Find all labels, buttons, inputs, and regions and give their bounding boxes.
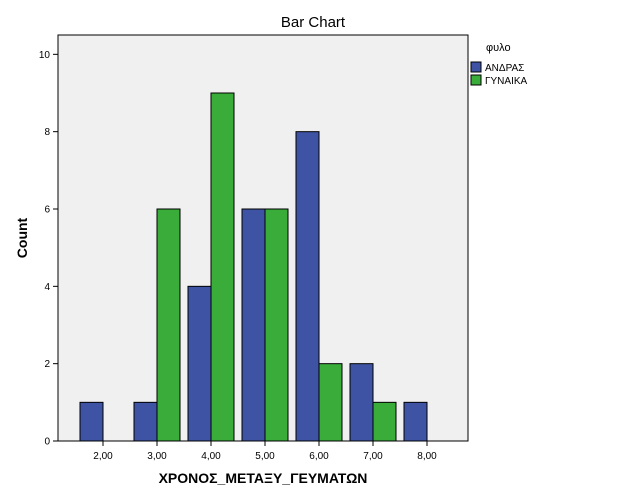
x-tick-label: 8,00 [417,451,437,462]
bar-ΑΝΔΡΑΣ-4,00 [187,285,212,442]
y-tick-label: 4 [44,282,50,293]
y-tick-label: 6 [44,205,50,216]
x-axis: 2,00 3,00 4,00 5,00 6,00 7,00 8,00 [93,441,437,462]
bar-ΑΝΔΡΑΣ-5,00 [241,208,266,442]
bar-ΑΝΔΡΑΣ-8,00 [403,401,428,442]
y-tick-label: 8 [44,127,50,138]
y-tick-label: 0 [44,437,50,448]
bar-ΓΥΝΑΙΚΑ-3,00 [156,208,181,442]
bar-ΑΝΔΡΑΣ-3,00 [133,401,158,442]
legend-title: φυλο [486,42,511,54]
y-axis: 0 2 4 6 8 10 [39,50,58,448]
legend: φυλο ΑΝΔΡΑΣ ΓΥΝΑΙΚΑ [470,42,528,87]
y-tick-label: 10 [39,50,51,61]
x-tick-label: 5,00 [255,451,275,462]
bars [79,92,428,442]
bar-ΓΥΝΑΙΚΑ-7,00 [372,401,397,442]
legend-swatch [470,61,482,73]
legend-swatch [470,74,482,86]
bar-ΑΝΔΡΑΣ-7,00 [349,363,374,442]
bar-ΑΝΔΡΑΣ-2,00 [79,401,104,442]
x-tick-label: 2,00 [93,451,113,462]
chart-title: Bar Chart [281,14,346,31]
y-tick-label: 2 [44,359,50,370]
bar-ΑΝΔΡΑΣ-6,00 [295,131,320,442]
x-tick-label: 4,00 [201,451,221,462]
x-axis-title: ΧΡΟΝΟΣ_ΜΕΤΑΞΥ_ΓΕΥΜΑΤΩΝ [159,470,368,486]
legend-label: ΓΥΝΑΙΚΑ [485,76,528,87]
x-tick-label: 6,00 [309,451,329,462]
bar-ΓΥΝΑΙΚΑ-5,00 [264,208,289,442]
legend-label: ΑΝΔΡΑΣ [485,63,524,74]
y-axis-title: Count [14,217,30,258]
bar-ΓΥΝΑΙΚΑ-4,00 [210,92,235,442]
x-tick-label: 3,00 [147,451,167,462]
bar-ΓΥΝΑΙΚΑ-6,00 [318,363,343,442]
x-tick-label: 7,00 [363,451,383,462]
